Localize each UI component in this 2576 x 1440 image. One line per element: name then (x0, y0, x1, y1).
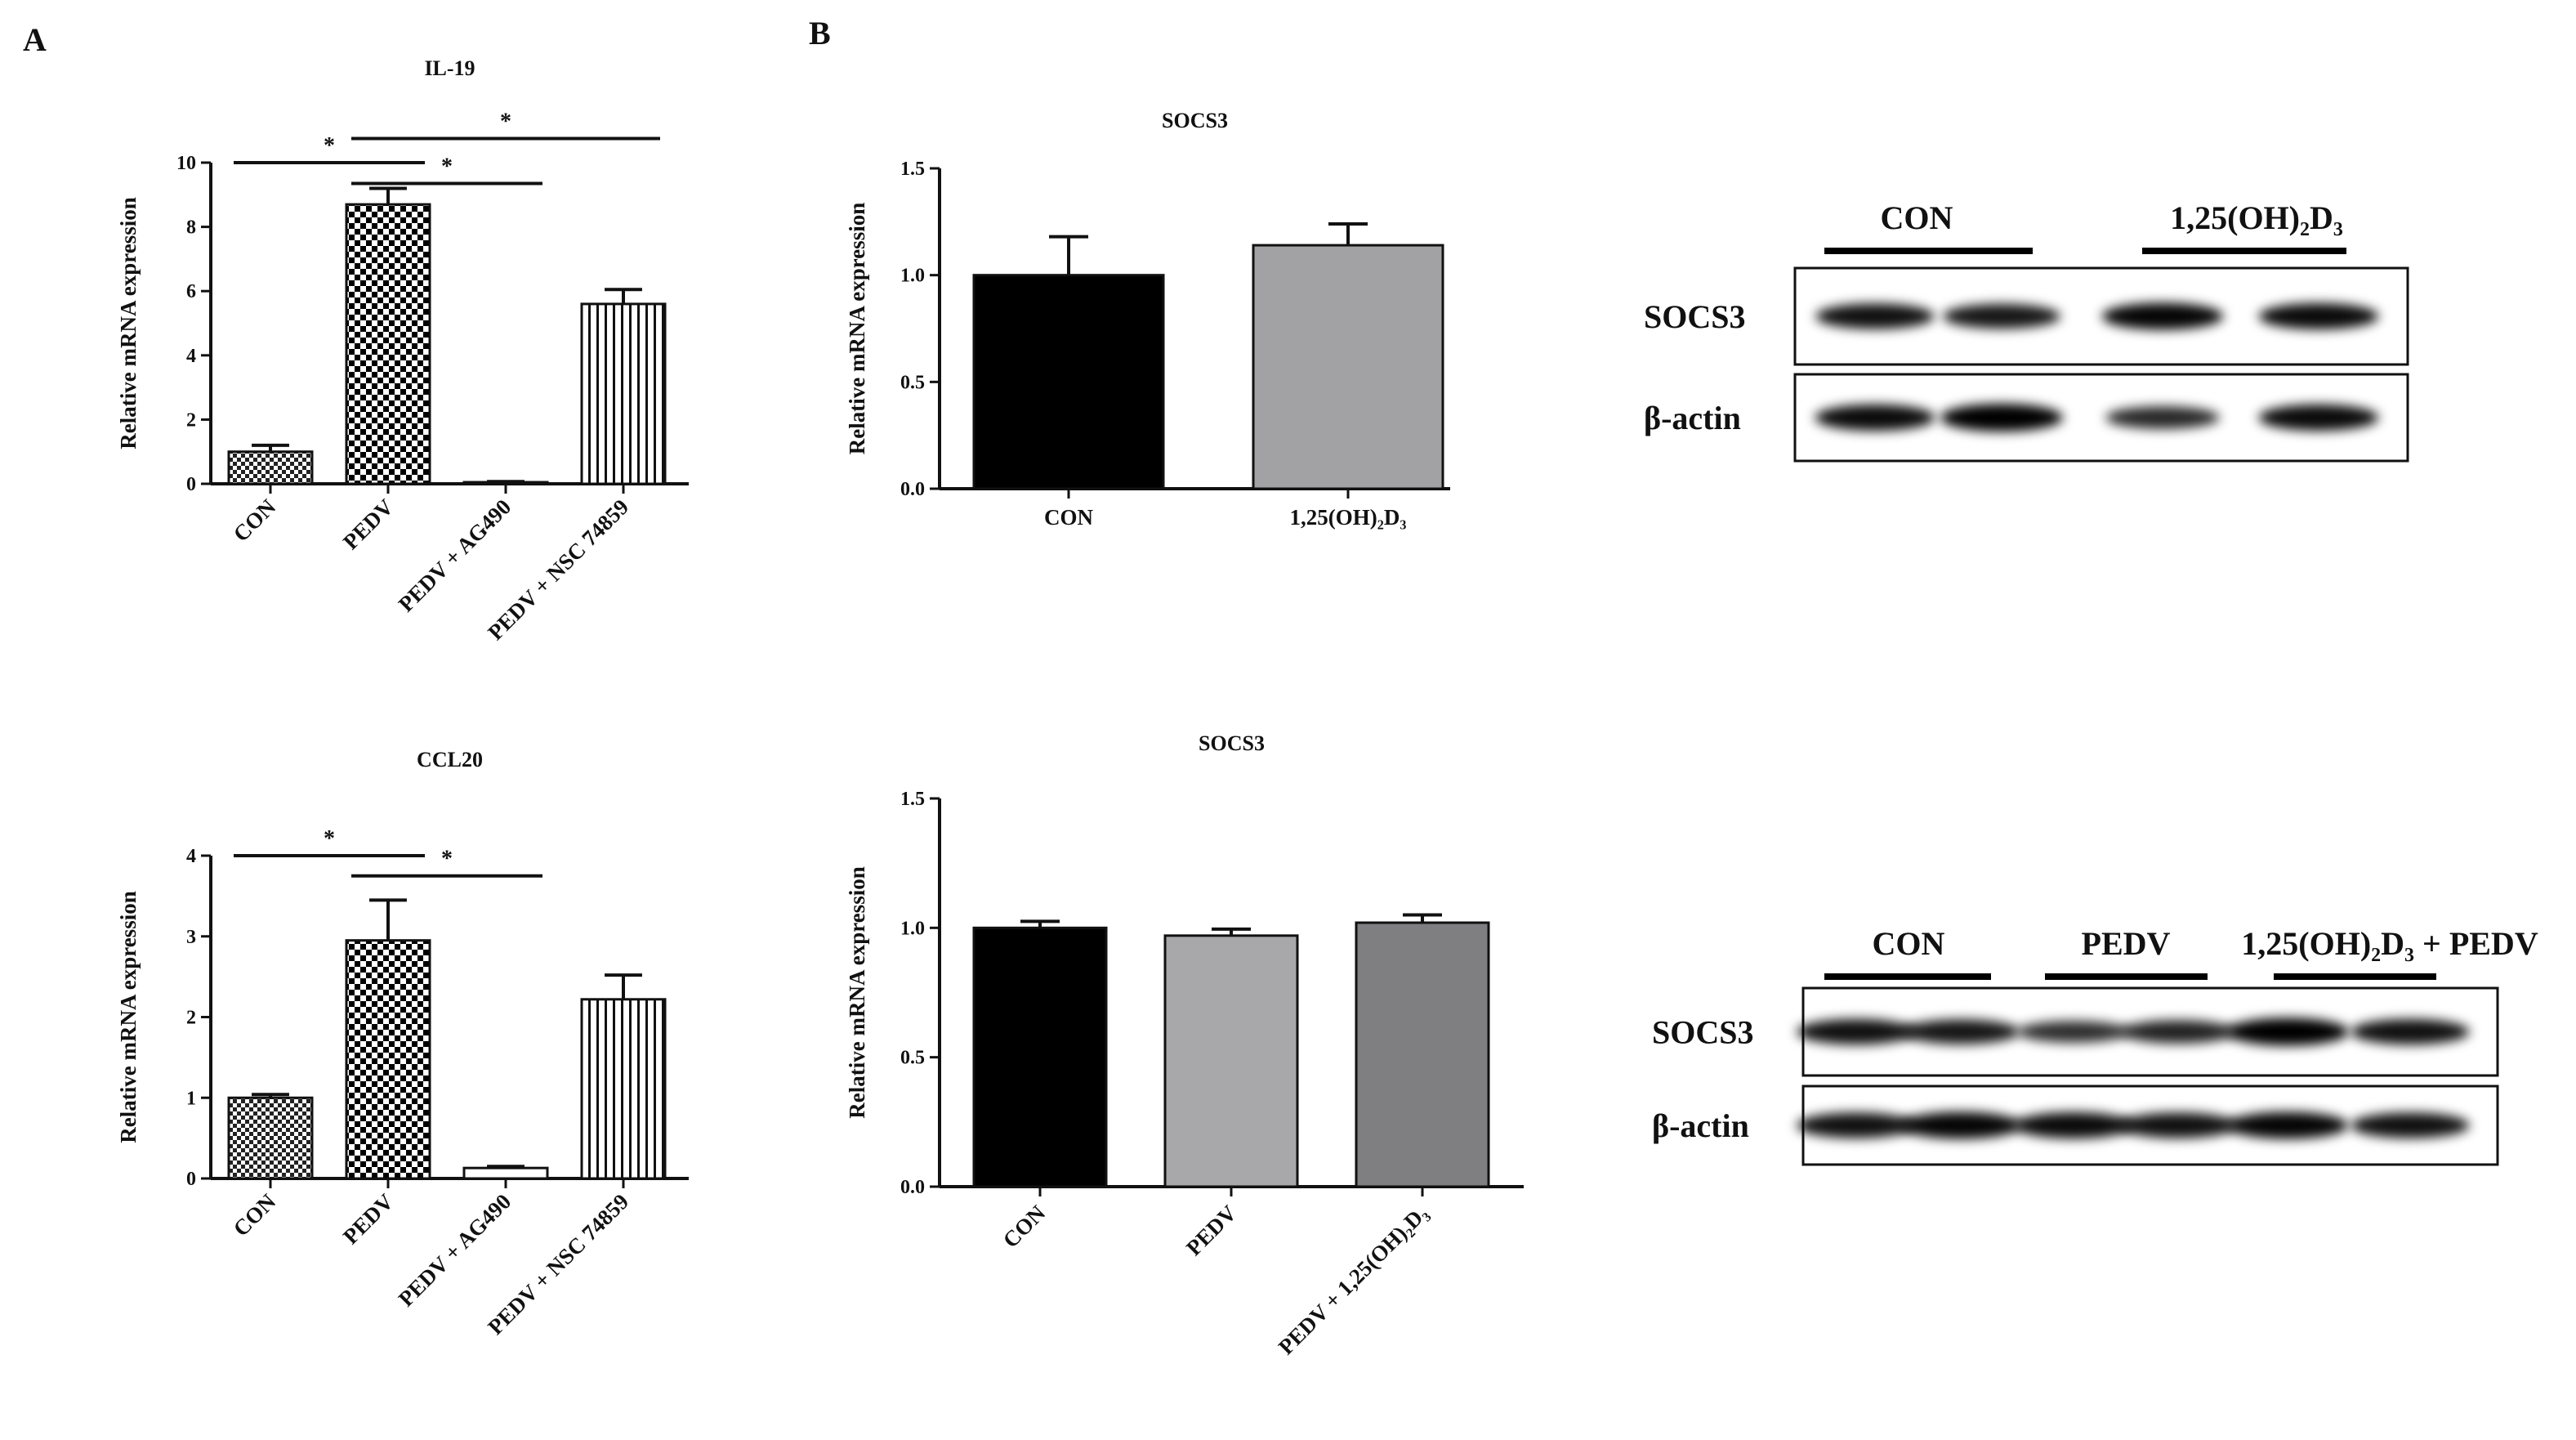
bar (580, 302, 667, 485)
y-tick-label: 0 (186, 1169, 196, 1190)
bar (345, 203, 431, 485)
category-label: PEDV (1181, 1201, 1242, 1261)
bar (227, 1096, 314, 1180)
y-tick-label: 2 (186, 1008, 196, 1029)
western-blot-top: CON 1,25(OH)₂D₃ SOCS3 β-actin (1644, 199, 2409, 463)
blot-band (2351, 1112, 2470, 1138)
blot-group-label: 1,25(OH)₂D₃ + PEDV (2241, 925, 2538, 962)
bar (1252, 244, 1444, 490)
blot-group-label: 1,25(OH)₂D₃ (2170, 199, 2343, 236)
blot-band (2258, 302, 2379, 330)
y-tick-label: 10 (176, 153, 196, 174)
bar (1163, 934, 1299, 1188)
y-tick-label: 0.0 (900, 1177, 925, 1198)
category-label: CON (998, 1201, 1051, 1253)
y-tick-label: 1.5 (900, 789, 925, 810)
blot-band (2351, 1018, 2470, 1045)
bar (972, 274, 1165, 490)
y-axis-label: Relative mRNA expression (845, 203, 869, 454)
chart-title: SOCS3 (1199, 731, 1265, 755)
y-axis-label: Relative mRNA expression (116, 891, 141, 1143)
chart-title: CCL20 (417, 748, 483, 771)
category-label: CON (229, 494, 281, 547)
blot-band (2017, 1021, 2130, 1043)
y-tick-label: 2 (186, 409, 196, 431)
y-tick-label: 1 (186, 1088, 196, 1109)
chart-title: SOCS3 (1162, 109, 1228, 132)
significance-star: * (500, 110, 511, 135)
y-tick-label: 8 (186, 217, 196, 239)
y-axis-label: Relative mRNA expression (116, 197, 141, 449)
category-label: PEDV (338, 1189, 399, 1250)
blot-band (2118, 1112, 2238, 1138)
blot-group-label: PEDV (2082, 925, 2171, 962)
significance-star: * (441, 154, 453, 180)
blot-row-label: β-actin (1644, 400, 1741, 436)
y-tick-label: 6 (186, 281, 196, 302)
chart-ccl20: CCL20 Relative mRNA expression 0 1 2 3 4 CON PED… (116, 748, 689, 1339)
blot-band (2226, 1111, 2349, 1139)
blot-band (2105, 406, 2220, 429)
y-tick-label: 0.0 (900, 479, 925, 500)
bar (1355, 921, 1490, 1188)
bar (972, 926, 1108, 1188)
bar (462, 1166, 549, 1180)
category-label: PEDV + 1,25(OH)₂D₃ (1274, 1201, 1432, 1359)
blot-band (2258, 404, 2379, 432)
bar (345, 939, 431, 1180)
significance-star: * (441, 847, 453, 872)
y-tick-label: 1.0 (900, 918, 925, 939)
y-tick-label: 4 (186, 846, 196, 867)
y-tick-label: 1.5 (900, 159, 925, 180)
category-label: CON (229, 1189, 281, 1241)
blot-band (2101, 302, 2224, 330)
blot-band (1943, 303, 2060, 329)
blot-band (1815, 404, 1935, 432)
y-tick-label: 0.5 (900, 372, 925, 393)
blot-band (1940, 404, 2063, 432)
chart-il19: IL-19 Relative mRNA expression 0 2 4 6 8 10 CON P… (116, 56, 689, 645)
blot-row-label: SOCS3 (1644, 298, 1746, 335)
western-blot-bottom: CON PEDV 1,25(OH)₂D₃ + PEDV SOCS3 β-actin (1652, 925, 2538, 1166)
bar (580, 998, 667, 1180)
significance-star: * (324, 133, 335, 159)
chart-socs3-bottom: SOCS3 Relative mRNA expression 0.0 0.5 1.0 1.… (845, 731, 1524, 1359)
blot-row-label: SOCS3 (1652, 1014, 1754, 1051)
y-tick-label: 0.5 (900, 1048, 925, 1069)
y-tick-label: 4 (186, 346, 196, 367)
blot-band (1797, 1112, 1916, 1138)
blot-band (1815, 303, 1935, 329)
chart-socs3-top: SOCS3 Relative mRNA expression 0.0 0.5 1.0 1.… (845, 109, 1450, 530)
blot-band (2013, 1111, 2134, 1139)
bar (227, 450, 314, 485)
blot-row-label: β-actin (1652, 1107, 1749, 1144)
panel-label-a: A (23, 21, 47, 58)
blot-band (1902, 1019, 2020, 1044)
category-label: 1,25(OH)₂D₃ (1290, 505, 1407, 530)
category-label: PEDV + AG490 (394, 1189, 516, 1311)
significance-star: * (324, 826, 335, 852)
y-tick-label: 0 (186, 474, 196, 495)
blot-band (1900, 1111, 2022, 1139)
blot-group-label: CON (1881, 199, 1953, 236)
category-label: CON (1044, 505, 1094, 530)
y-tick-label: 3 (186, 927, 196, 948)
blot-band (2226, 1017, 2349, 1046)
panel-label-b: B (809, 15, 831, 51)
y-tick-label: 1.0 (900, 266, 925, 287)
blot-band (2120, 1020, 2236, 1044)
chart-title: IL-19 (424, 56, 475, 80)
category-label: PEDV (338, 494, 399, 555)
y-axis-label: Relative mRNA expression (845, 866, 869, 1118)
blot-band (1797, 1018, 1916, 1045)
blot-group-label: CON (1873, 925, 1945, 962)
category-label: PEDV + AG490 (394, 494, 516, 616)
